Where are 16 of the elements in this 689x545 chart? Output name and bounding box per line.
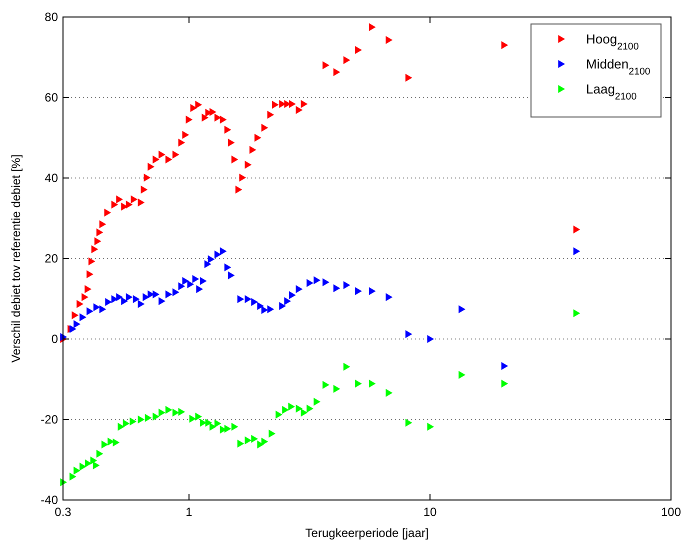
y-tick-label: -20 bbox=[40, 412, 58, 427]
y-tick-label: 80 bbox=[44, 10, 58, 24]
y-tick-label: -40 bbox=[40, 493, 58, 508]
x-tick-label: 1 bbox=[186, 505, 193, 519]
x-tick-label: 0.3 bbox=[54, 505, 72, 519]
y-tick-label: 60 bbox=[44, 90, 58, 105]
y-tick-label: 0 bbox=[51, 332, 58, 346]
legend-label: Laag$_{2100}$ bbox=[586, 82, 638, 102]
legend-label: Hoog$_{2100}$ bbox=[586, 32, 640, 52]
x-tick-label: 100 bbox=[660, 505, 682, 519]
x-axis-title: Terugkeerperiode [jaar] bbox=[305, 526, 429, 540]
x-tick-label: 10 bbox=[423, 505, 437, 519]
y-axis-title: Verschil debiet tov referentie debiet [%] bbox=[9, 154, 23, 363]
y-tick-label: 20 bbox=[44, 252, 58, 266]
legend-label: Midden$_{2100}$ bbox=[586, 56, 651, 78]
y-tick-label: 40 bbox=[44, 171, 58, 186]
